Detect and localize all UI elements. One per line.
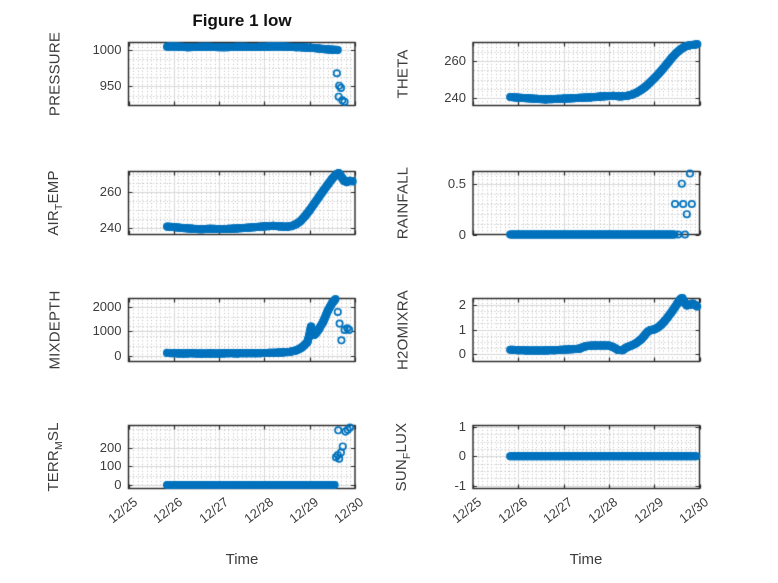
figure-window: Figure 1 low 950 1000 PRESSURE 240 260 THETA 2… [0, 0, 778, 583]
plot-canvas [0, 0, 778, 583]
